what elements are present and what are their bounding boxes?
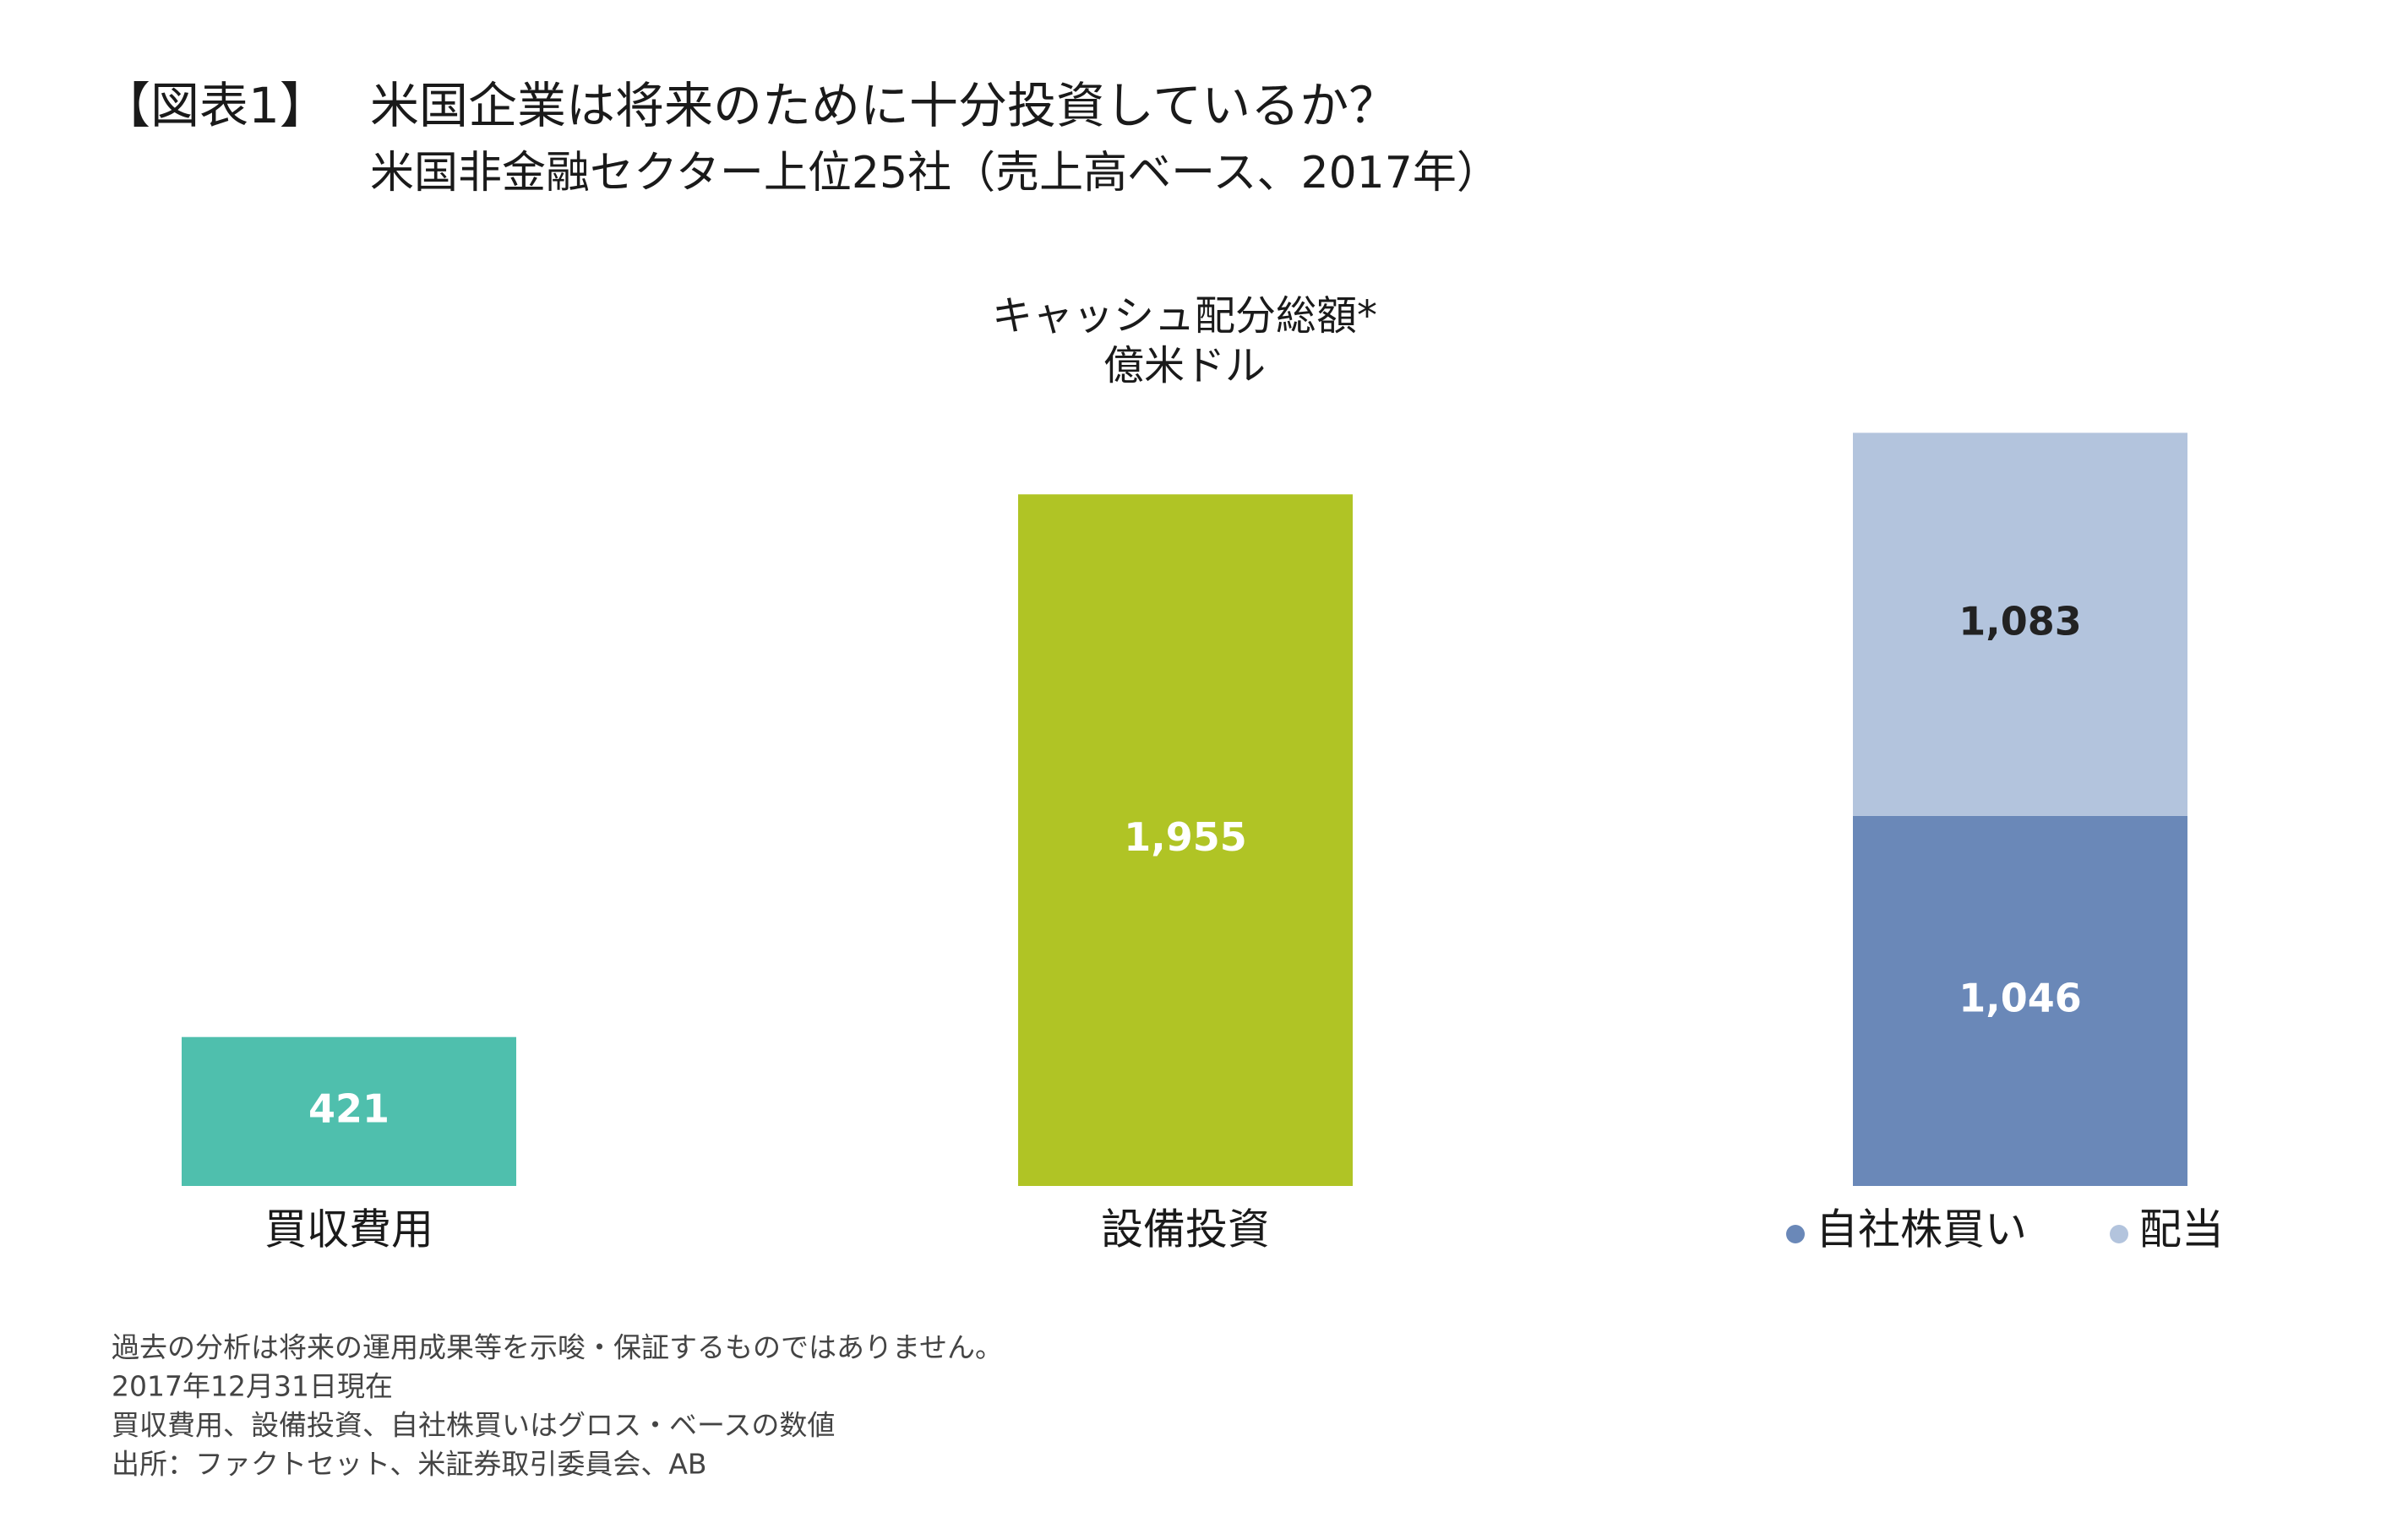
legend-marker <box>2110 1225 2128 1243</box>
x-tick-label: 買収費用 <box>264 1205 433 1254</box>
figure-label: 【図表1】 <box>101 77 329 134</box>
chart-title: 米国企業は将来のために十分投資しているか？ <box>370 77 1397 134</box>
legend-marker <box>1786 1225 1805 1243</box>
footnote: 過去の分析は将来の運用成果等を示唆・保証するものではありません。 <box>112 1331 1003 1364</box>
data-label: 421 <box>308 1085 390 1131</box>
bar <box>182 1036 516 1186</box>
bar <box>1018 494 1353 1186</box>
footnote: 買収費用、設備投資、自社株買いはグロス・ベースの数値 <box>112 1409 835 1442</box>
legend-label: 配当 <box>2139 1205 2224 1254</box>
axis-title: キャッシュ配分総額* <box>992 292 1377 340</box>
footnote: 出所：ファクトセット、米証券取引委員会、AB <box>112 1448 707 1481</box>
data-label: 1,083 <box>1959 599 2082 645</box>
footnote: 2017年12月31日現在 <box>112 1370 393 1403</box>
stack-segment <box>1853 815 2187 1186</box>
x-tick-label: 設備投資 <box>1101 1205 1270 1254</box>
chart-subtitle: 米国非金融セクター上位25社（売上高ベース、2017年） <box>370 148 1501 199</box>
data-label: 1,955 <box>1124 814 1247 860</box>
legend-label: 自社株買い <box>1816 1205 2027 1254</box>
data-label: 1,046 <box>1959 975 2082 1020</box>
stack-segment <box>1853 432 2187 816</box>
unit-label: 億米ドル <box>1103 342 1266 389</box>
